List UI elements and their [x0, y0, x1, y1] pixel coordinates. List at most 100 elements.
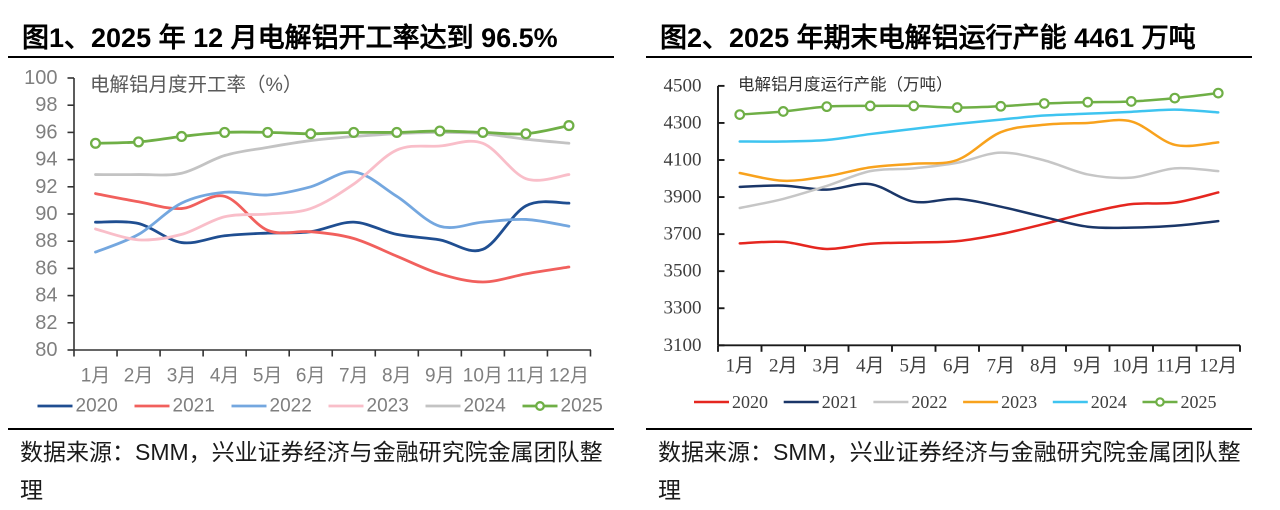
series-marker-2025 [563, 120, 575, 132]
x-category-label: 3月 [167, 366, 197, 387]
x-category-label: 9月 [1073, 356, 1102, 377]
source-line: 理 [658, 477, 681, 503]
series-marker-2025 [908, 100, 920, 112]
y-tick-label: 4500 [664, 75, 702, 96]
series-marker-2025 [821, 101, 833, 113]
x-category-label: 1月 [725, 356, 754, 377]
x-category-label: 4月 [856, 356, 885, 377]
series-marker-2025 [864, 100, 876, 112]
legend-label-2024: 2024 [464, 396, 507, 417]
series-marker-2025 [1169, 92, 1181, 104]
x-category-label: 7月 [986, 356, 1015, 377]
series-marker-2025 [305, 128, 317, 140]
running-capacity-line-chart: 3100 3300 3500 3700 3900 4100 4300 4500 1月 2月 3月 4月… [664, 75, 1241, 412]
legend-label-2021: 2021 [173, 396, 215, 417]
series-marker-2025 [477, 126, 489, 138]
series-marker-2025 [777, 106, 789, 117]
legend-label-2023: 2023 [1001, 392, 1037, 412]
y-tick-label: 94 [35, 149, 57, 171]
series-line-2023 [738, 118, 1220, 183]
series-line-2021 [738, 182, 1220, 230]
x-category-label: 2月 [769, 356, 798, 377]
series-marker-2025 [176, 130, 188, 143]
y-tick-label: 82 [35, 312, 57, 334]
series-marker-2025 [1038, 98, 1050, 109]
figure-1-title: 图1、2025 年 12 月电解铝开工率达到 96.5% [22, 23, 558, 53]
figure-2-bottom-rule [646, 428, 1252, 430]
x-category-label: 12月 [549, 366, 589, 387]
source-line: 数据来源：SMM，兴业证券经济与金融研究院金属团队整 [20, 439, 603, 465]
x-category-label: 4月 [210, 366, 240, 387]
series-marker-2025 [1212, 87, 1224, 99]
legend-label-2020: 2020 [76, 396, 118, 417]
legend-label-2023: 2023 [367, 396, 409, 417]
figure-1: 图1、2025 年 12 月电解铝开工率达到 96.5% 80 82 84 86 88 9… [8, 0, 614, 510]
x-category-label: 3月 [812, 356, 841, 377]
source-line: 理 [20, 477, 43, 503]
x-category-label: 10月 [1112, 356, 1150, 377]
x-category-label: 5月 [899, 356, 928, 377]
legend-label-2024: 2024 [1091, 392, 1127, 412]
y-tick-label: 80 [35, 339, 57, 361]
legend-label-2025: 2025 [1181, 392, 1217, 412]
series-marker-2025 [89, 137, 102, 149]
figure-1-bottom-rule [8, 428, 614, 430]
legend-label-2020: 2020 [732, 392, 768, 412]
y-tick-label: 86 [35, 257, 57, 279]
series-marker-2025 [951, 102, 963, 113]
x-category-label: 1月 [81, 366, 111, 387]
y-tick-label: 98 [35, 94, 57, 116]
series-marker-2025 [219, 126, 231, 138]
series-line-2020 [94, 200, 571, 253]
y-tick-label: 3700 [664, 224, 702, 245]
series-marker-2025 [132, 136, 145, 148]
y-tick-label: 4300 [664, 112, 702, 133]
figure-2: 图2、2025 年期末电解铝运行产能 4461 万吨 3100 3300 3500 3… [646, 0, 1252, 510]
series-line-2023 [94, 139, 571, 242]
series-marker-2025 [734, 109, 746, 121]
x-category-label: 9月 [425, 366, 455, 387]
y-tick-label: 96 [35, 121, 57, 143]
y-tick-label: 4100 [664, 150, 702, 171]
series-marker-2025 [262, 126, 274, 138]
x-category-label: 11月 [1156, 356, 1193, 377]
series-marker-2025 [391, 126, 403, 138]
series-line-2024 [738, 108, 1220, 143]
figure-1-title-rule [8, 56, 614, 58]
x-category-label: 11月 [507, 366, 546, 387]
x-category-label: 2月 [124, 366, 154, 387]
x-category-label: 6月 [296, 366, 326, 387]
y-tick-label: 92 [35, 176, 57, 198]
series-marker-2025 [1082, 96, 1094, 108]
source-line: 数据来源：SMM，兴业证券经济与金融研究院金属团队整 [658, 439, 1241, 465]
y-tick-label: 3900 [664, 187, 702, 208]
series-marker-2025 [995, 100, 1007, 112]
operating-rate-line-chart: 80 82 84 86 88 90 92 94 96 98 100 1月 2月 3月 4月 5月 6月 7月 8月 9… [24, 67, 603, 417]
x-category-label: 12月 [1199, 356, 1237, 377]
y-tick-label: 84 [35, 285, 57, 307]
x-category-label: 10月 [463, 366, 503, 387]
figure-1-source: 数据来源：SMM，兴业证券经济与金融研究院金属团队整 理 [20, 433, 614, 509]
x-category-label: 5月 [253, 366, 283, 387]
series-line-2022 [738, 151, 1220, 210]
x-category-label: 7月 [339, 366, 369, 387]
series-line-2025 [94, 124, 571, 145]
series-line-2022 [94, 170, 571, 254]
y-tick-label: 100 [24, 67, 57, 89]
x-category-label: 6月 [943, 356, 972, 377]
y-tick-label: 90 [35, 203, 57, 225]
series-marker-2025 [348, 126, 360, 138]
legend-label-2025: 2025 [561, 396, 603, 417]
axis-title-label: 电解铝月度运行产能（万吨） [738, 75, 953, 94]
legend-marker-2025 [1155, 397, 1165, 407]
series-marker-2025 [434, 125, 446, 137]
figure-2-title-rule [646, 56, 1252, 58]
figure-2-source: 数据来源：SMM，兴业证券经济与金融研究院金属团队整 理 [658, 433, 1252, 509]
x-category-label: 8月 [382, 366, 412, 387]
x-category-label: 8月 [1030, 356, 1059, 377]
legend-label-2021: 2021 [822, 392, 858, 412]
series-line-2020 [738, 191, 1220, 251]
legend-label-2022: 2022 [270, 396, 312, 417]
series-marker-2025 [520, 128, 532, 140]
